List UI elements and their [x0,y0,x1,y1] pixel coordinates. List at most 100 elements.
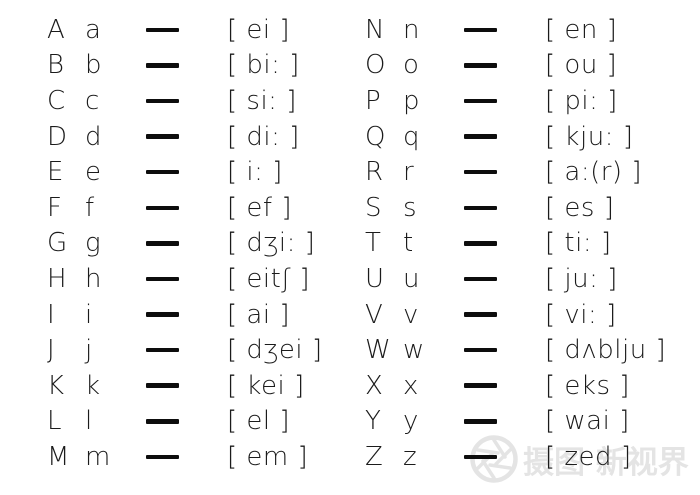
lowercase-letter: z [403,441,418,472]
alphabet-row: S s [ es ] [365,190,666,226]
dash-bar [146,419,179,424]
dash-bar [146,63,179,68]
dash [464,241,545,246]
dash-bar [146,241,179,246]
alphabet-row: M m [ em ] [47,439,323,475]
lowercase-letter: n [403,14,420,45]
dash-bar [146,347,179,353]
phonetic-transcription: [ eitʃ ] [227,263,310,294]
dash-bar [146,312,179,317]
alphabet-row: W w [ dʌblju ] [365,332,666,368]
uppercase-letter: K [47,370,65,401]
dash [146,383,227,388]
alphabet-row: T t [ ti: ] [365,226,666,262]
alphabet-row: G g [ dʒi: ] [47,226,323,262]
alphabet-row: K k [ kei ] [47,368,323,404]
alphabet-row: I i [ ai ] [47,297,323,333]
lowercase-letter: w [403,335,425,366]
phonetic-transcription: [ ai ] [227,299,290,330]
uppercase-letter: N [365,14,385,45]
lowercase-letter: k [85,370,101,401]
dash [464,63,545,68]
dash-bar [464,205,497,211]
phonetic-transcription: [ ju: ] [545,263,618,294]
dash [146,63,227,68]
alphabet-column-right: N n [ en ] O o [ ou ] P p [ pi: ] Q q [ … [365,12,666,475]
alphabet-column-left: A a [ ei ] B b [ bi: ] C c [ si: ] D d [… [47,12,323,475]
dash-bar [464,454,497,460]
lowercase-letter: a [85,14,102,45]
alphabet-row: N n [ en ] [365,12,666,48]
dash-bar [464,383,497,388]
uppercase-letter: C [47,85,66,116]
uppercase-letter: T [365,228,382,259]
uppercase-letter: S [365,192,383,223]
uppercase-letter: Y [365,406,382,437]
dash [146,134,227,139]
alphabet-row: V v [ vi: ] [365,297,666,333]
uppercase-letter: F [47,192,63,223]
alphabet-row: A a [ ei ] [47,12,323,48]
dash [464,27,545,33]
watermark: 摄图 新视界 [469,434,689,484]
lowercase-letter: i [85,299,93,330]
uppercase-letter: W [365,335,392,366]
dash [464,169,545,175]
phonetic-transcription: [ vi: ] [545,299,617,330]
alphabet-row: F f [ ef ] [47,190,323,226]
phonetic-transcription: [ ti: ] [545,228,612,259]
uppercase-letter: G [47,228,68,259]
dash [464,98,545,104]
uppercase-letter: Z [365,441,384,472]
lowercase-letter: d [85,121,103,152]
alphabet-row: L l [ el ] [47,404,323,440]
dash-bar [464,419,497,424]
uppercase-letter: U [365,263,385,294]
uppercase-letter: X [365,370,384,401]
dash [464,383,545,388]
lowercase-letter: u [403,263,420,294]
dash-bar [464,312,497,317]
phonetic-transcription: [ si: ] [227,85,297,116]
phonetic-transcription: [ en ] [545,14,618,45]
alphabet-row: C c [ si: ] [47,83,323,119]
phonetic-transcription: [ dʒi: ] [227,228,316,259]
dash [464,134,545,139]
dash [464,419,545,424]
uppercase-letter: E [47,157,64,188]
alphabet-row: U u [ ju: ] [365,261,666,297]
dash-bar [146,205,179,211]
lowercase-letter: b [85,50,103,81]
uppercase-letter: I [47,299,56,330]
dash-bar [464,63,497,68]
dash-bar [146,454,179,460]
alphabet-row: E e [ i: ] [47,154,323,190]
uppercase-letter: M [47,441,70,472]
lowercase-letter: h [85,263,102,294]
phonetic-transcription: [ kju: ] [545,121,634,152]
dash [146,276,227,282]
dash-bar [464,169,497,175]
lowercase-letter: s [403,192,418,223]
phonetic-transcription: [ bi: ] [227,50,300,81]
phonetic-transcription: [ zed ] [545,441,632,472]
dash-bar [464,241,497,246]
phonetic-transcription: [ dʌblju ] [545,335,667,366]
dash-bar [146,134,179,139]
uppercase-letter: R [365,157,384,188]
phonetic-transcription: [ es ] [545,192,615,223]
alphabet-row: Z z [ zed ] [365,439,666,475]
dash [464,205,545,211]
phonetic-transcription: [ em ] [227,441,309,472]
phonetic-transcription: [ ef ] [227,192,292,223]
phonetic-transcription: [ pi: ] [545,85,618,116]
alphabet-row: O o [ ou ] [365,48,666,84]
lowercase-letter: l [85,406,93,437]
alphabet-row: Y y [ wai ] [365,404,666,440]
lowercase-letter: f [85,192,95,223]
dash-bar [464,134,497,139]
lowercase-letter: q [403,121,421,152]
alphabet-row: H h [ eitʃ ] [47,261,323,297]
dash [146,27,227,33]
